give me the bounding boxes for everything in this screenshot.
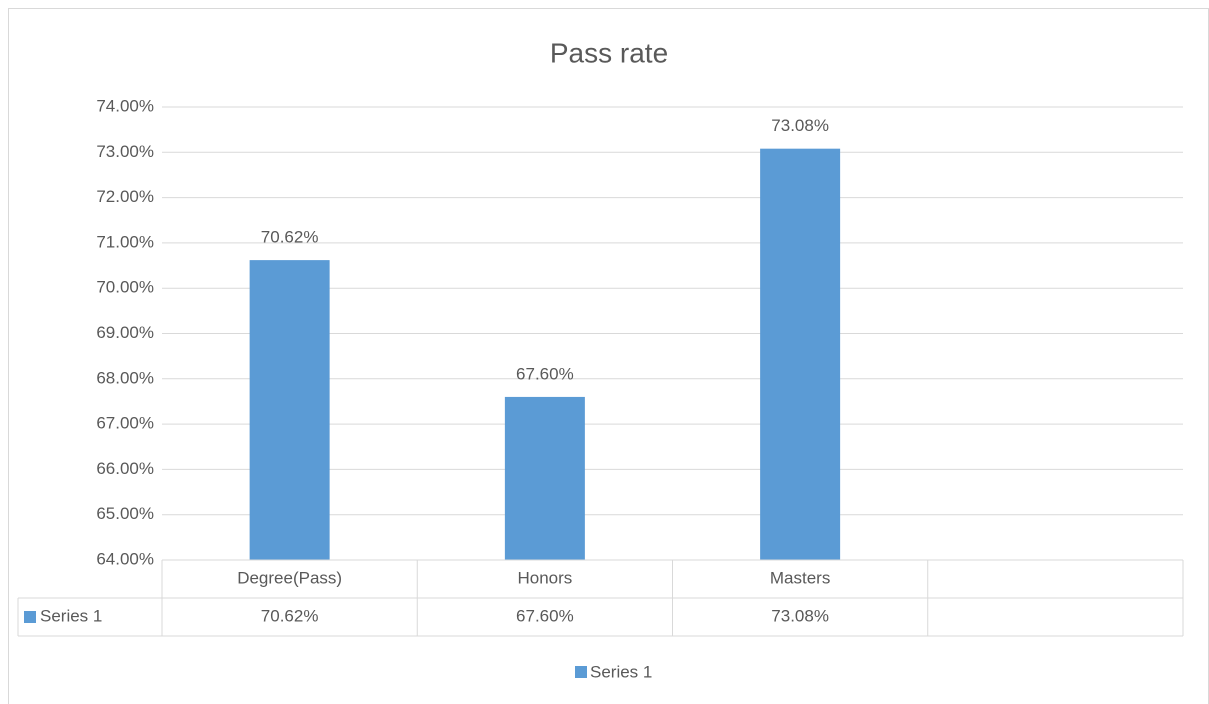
table-cell: 73.08%: [771, 606, 829, 625]
y-tick-label: 71.00%: [96, 232, 154, 251]
x-tick-label: Masters: [770, 568, 830, 587]
y-tick-label: 64.00%: [96, 549, 154, 568]
table-cell: 70.62%: [261, 606, 319, 625]
y-tick-label: 65.00%: [96, 504, 154, 523]
data-label: 67.60%: [516, 364, 574, 383]
legend-key: [575, 666, 587, 678]
chart-frame: [8, 8, 1209, 704]
data-label: 70.62%: [261, 228, 319, 247]
chart-title: Pass rate: [550, 37, 668, 68]
y-tick-label: 69.00%: [96, 323, 154, 342]
table-legend-key: [24, 611, 36, 623]
legend-label: Series 1: [590, 662, 652, 681]
x-tick-label: Honors: [517, 568, 572, 587]
table-cell: 67.60%: [516, 606, 574, 625]
data-label: 73.08%: [771, 116, 829, 135]
y-tick-label: 73.00%: [96, 142, 154, 161]
y-tick-label: 70.00%: [96, 278, 154, 297]
table-row-header: Series 1: [40, 606, 102, 625]
bar: [249, 260, 330, 560]
y-tick-label: 72.00%: [96, 187, 154, 206]
y-tick-label: 74.00%: [96, 96, 154, 115]
bar: [504, 396, 585, 560]
y-tick-label: 68.00%: [96, 368, 154, 387]
y-tick-label: 66.00%: [96, 459, 154, 478]
bar: [760, 148, 841, 560]
y-tick-label: 67.00%: [96, 414, 154, 433]
x-tick-label: Degree(Pass): [237, 568, 342, 587]
